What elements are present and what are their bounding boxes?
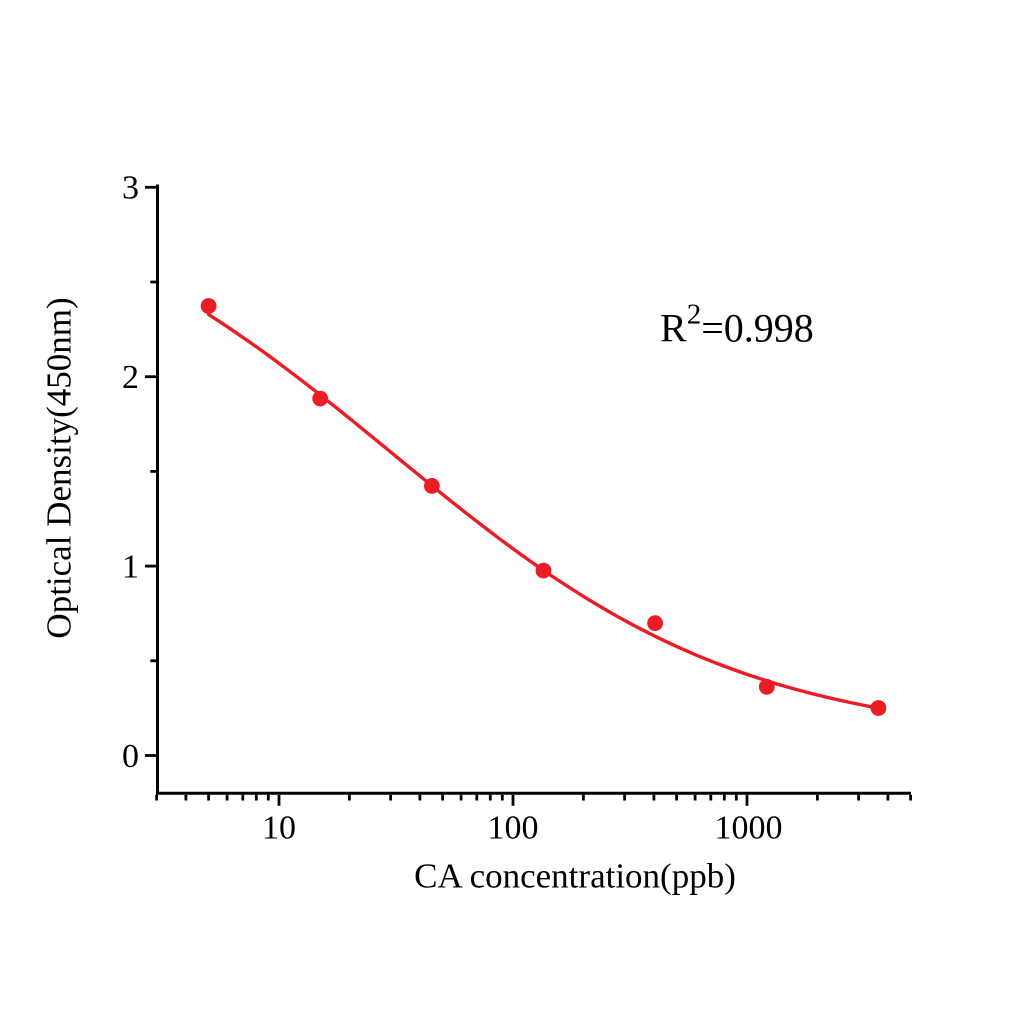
svg-text:R2=0.998: R2=0.998 bbox=[660, 299, 814, 351]
svg-text:Optical Density(450nm): Optical Density(450nm) bbox=[40, 297, 79, 638]
svg-text:1: 1 bbox=[122, 548, 139, 585]
svg-text:3: 3 bbox=[122, 170, 139, 207]
svg-text:100: 100 bbox=[488, 810, 539, 847]
svg-text:2: 2 bbox=[122, 359, 139, 396]
svg-text:1000: 1000 bbox=[715, 810, 783, 847]
svg-text:10: 10 bbox=[262, 810, 296, 847]
svg-text:0: 0 bbox=[122, 738, 139, 775]
svg-text:CA concentration(ppb): CA concentration(ppb) bbox=[414, 857, 736, 896]
